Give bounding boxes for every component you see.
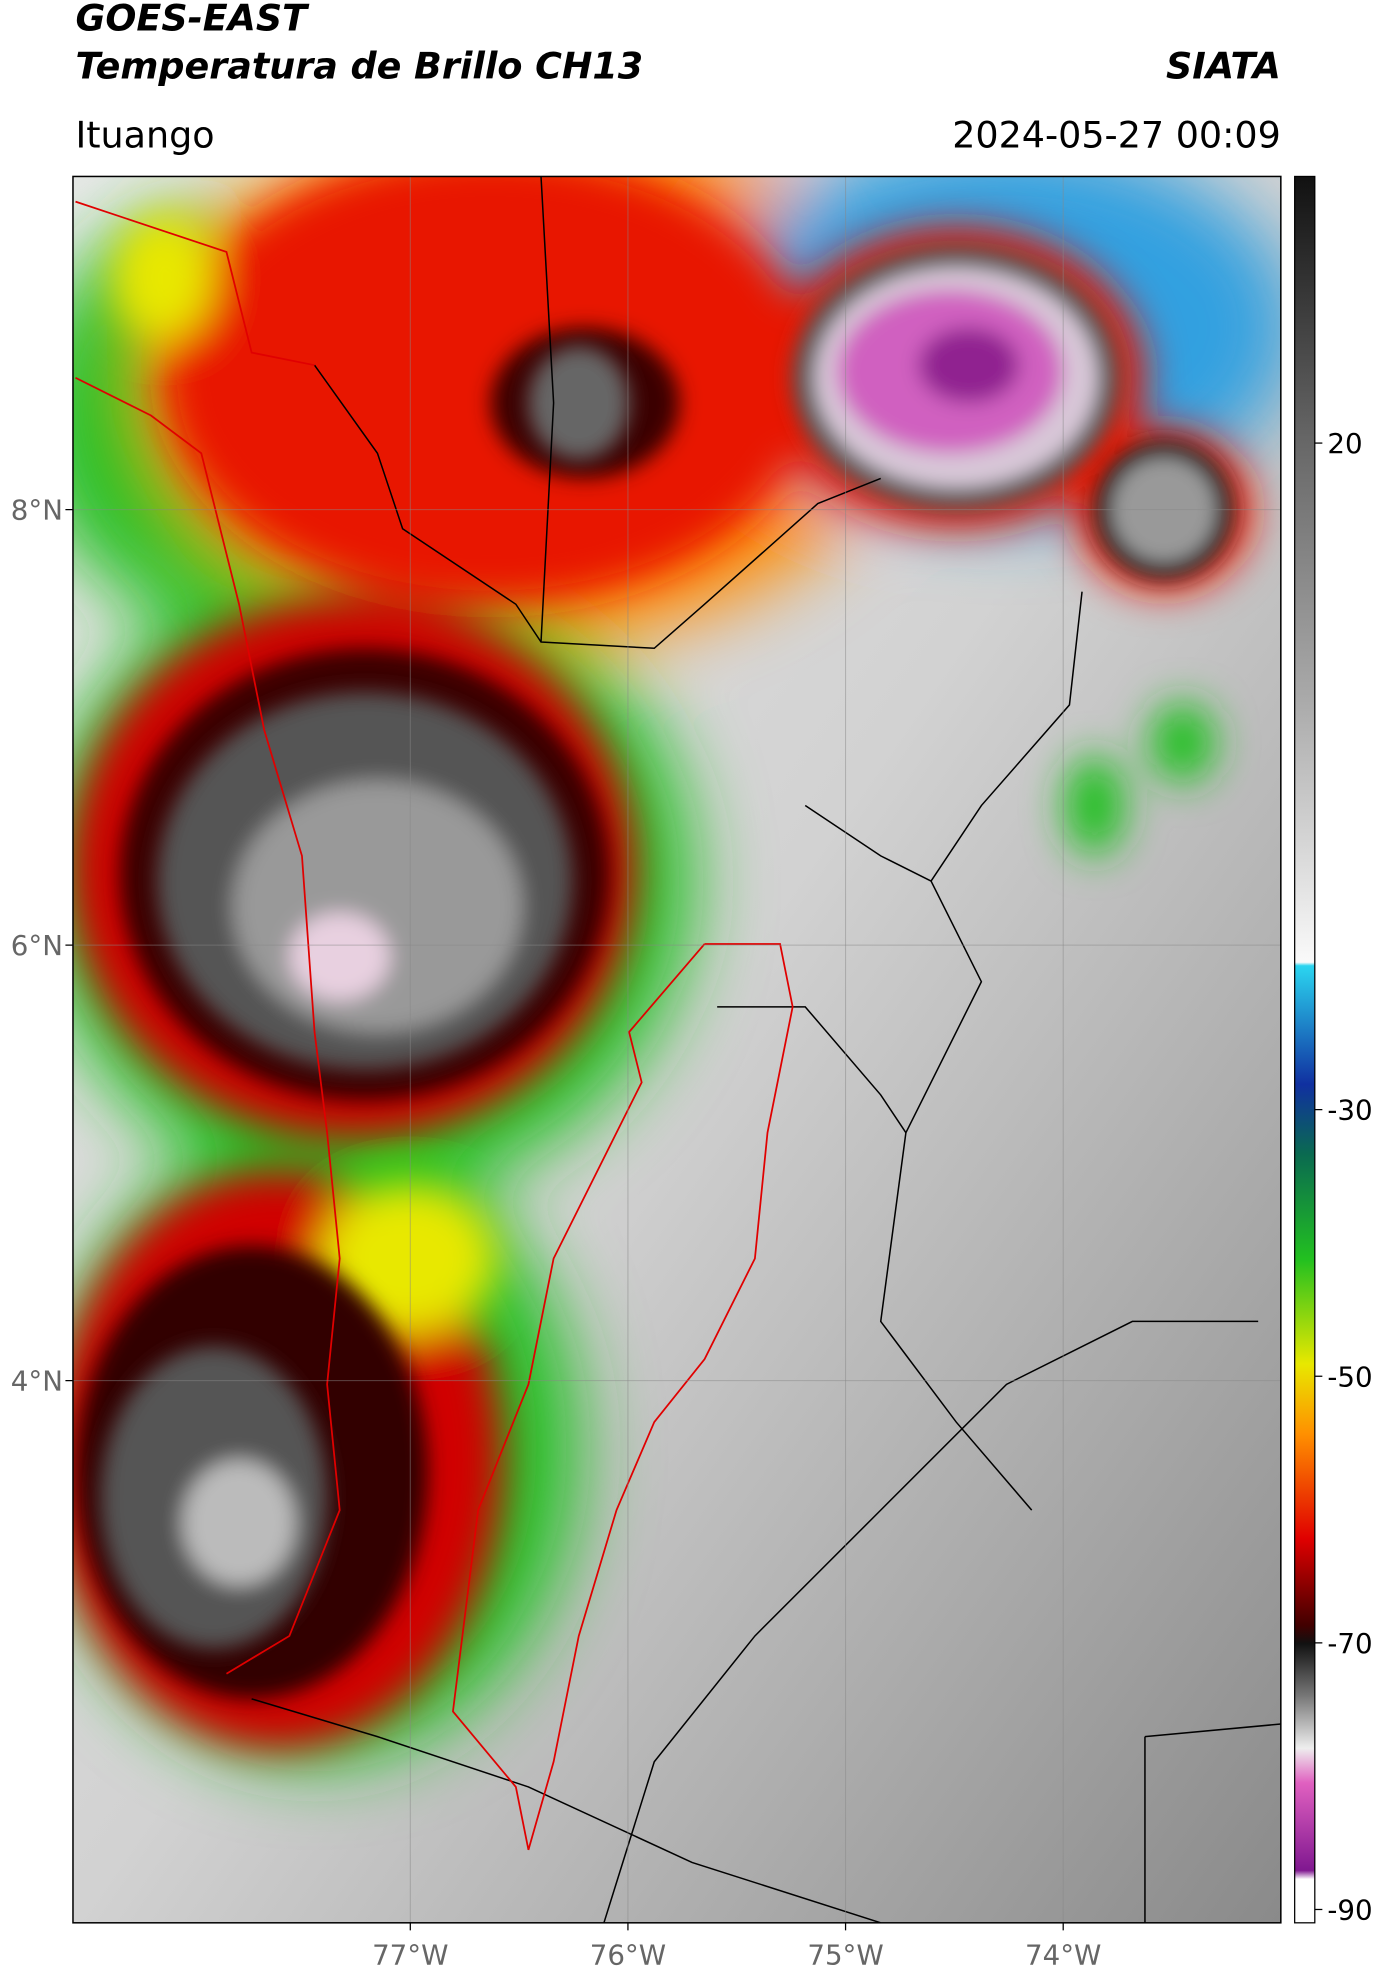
colorbar <box>1294 175 1316 1924</box>
colorbar-label: -90 <box>1327 1894 1372 1927</box>
y-tick-label: 8°N <box>11 494 63 527</box>
imagery <box>72 176 1281 1923</box>
x-tick-label: 74°W <box>1025 1938 1101 1971</box>
colorbar-label: -70 <box>1327 1627 1372 1660</box>
title: GOES-EAST <box>75 0 310 40</box>
brand: SIATA <box>1166 44 1281 87</box>
y-tick-label: 4°N <box>11 1365 63 1398</box>
datetime: 2024-05-27 00:09 <box>952 114 1281 157</box>
x-tick-label: 75°W <box>807 1938 883 1971</box>
colorbar-label: 20 <box>1327 427 1362 460</box>
colorbar-label: -30 <box>1327 1094 1372 1127</box>
colorbar-label: -50 <box>1327 1360 1372 1393</box>
location: Ituango <box>75 114 214 157</box>
map-frame <box>72 175 1282 1924</box>
grid <box>72 176 1281 1923</box>
x-tick-label: 76°W <box>590 1938 666 1971</box>
x-tick-label: 77°W <box>372 1938 448 1971</box>
y-tick-label: 6°N <box>11 929 63 962</box>
subtitle: Temperatura de Brillo CH13 <box>75 44 643 87</box>
